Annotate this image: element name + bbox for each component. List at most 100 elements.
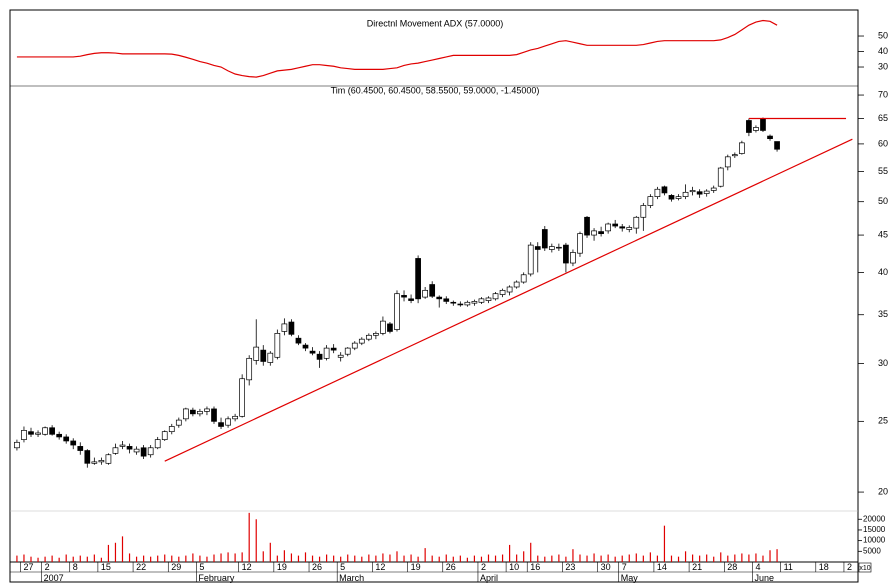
candle-body bbox=[710, 187, 717, 191]
candle-body bbox=[443, 298, 450, 302]
candle-body bbox=[56, 433, 63, 438]
candle-body bbox=[42, 427, 48, 435]
candle-body bbox=[182, 408, 189, 420]
candle-body bbox=[731, 154, 738, 157]
x-tick-label: 19 bbox=[411, 562, 421, 572]
y-tick-label: 65 bbox=[878, 113, 888, 123]
x-tick-label: 21 bbox=[692, 562, 702, 572]
candle-body bbox=[358, 338, 365, 344]
x-tick-label: 5 bbox=[340, 562, 345, 572]
candle-body bbox=[584, 216, 590, 236]
y-tick-label: 40 bbox=[878, 267, 888, 277]
candle-body bbox=[640, 205, 647, 218]
candle-body bbox=[753, 127, 759, 131]
y-tick-label: 45 bbox=[878, 229, 888, 239]
candle-body bbox=[351, 342, 358, 349]
candle-body bbox=[260, 349, 267, 362]
candle-body bbox=[774, 141, 780, 150]
y-tick-label: 30 bbox=[878, 61, 888, 71]
x-tick-label: 2 bbox=[481, 562, 486, 572]
candle-body bbox=[626, 227, 633, 230]
candle-body bbox=[556, 246, 562, 249]
candle-body bbox=[577, 233, 583, 254]
candle-body bbox=[218, 422, 224, 427]
x-tick-label: 4 bbox=[755, 562, 760, 572]
candle-body bbox=[147, 447, 154, 456]
y-tick-label: 55 bbox=[878, 166, 888, 176]
candle-body bbox=[436, 296, 443, 300]
candle-body bbox=[112, 447, 119, 454]
month-label: April bbox=[480, 573, 498, 583]
candle-body bbox=[415, 258, 421, 300]
x-tick-label: 29 bbox=[171, 562, 181, 572]
x-tick-label: 22 bbox=[136, 562, 146, 572]
candle-body bbox=[21, 430, 27, 440]
candle-body bbox=[471, 301, 478, 304]
candle-body bbox=[534, 246, 541, 250]
candle-body bbox=[344, 347, 351, 355]
candle-body bbox=[598, 231, 604, 235]
candle-body bbox=[457, 303, 464, 306]
x-tick-label: 26 bbox=[312, 562, 322, 572]
candle-body bbox=[478, 298, 485, 303]
candle-body bbox=[309, 350, 316, 354]
candle-body bbox=[35, 432, 41, 435]
candle-body bbox=[760, 118, 766, 131]
candle-body bbox=[232, 415, 238, 420]
candle-body bbox=[323, 347, 330, 359]
candle-body bbox=[330, 347, 337, 351]
candle-body bbox=[211, 408, 217, 422]
candle-body bbox=[633, 216, 640, 229]
candle-body bbox=[464, 301, 471, 306]
candle-body bbox=[225, 418, 231, 426]
candle-body bbox=[28, 431, 34, 435]
candle-body bbox=[84, 450, 91, 464]
candle-body bbox=[239, 378, 246, 417]
candle-body bbox=[513, 281, 520, 288]
adx-line bbox=[16, 19, 778, 78]
x-tick-label: 7 bbox=[622, 562, 627, 572]
candle-body bbox=[527, 244, 534, 275]
y-tick-label: 35 bbox=[878, 309, 888, 319]
candle-body bbox=[302, 344, 309, 349]
candle-body bbox=[175, 419, 182, 426]
candle-body bbox=[605, 223, 611, 232]
candle-body bbox=[499, 289, 506, 295]
month-label: May bbox=[621, 573, 639, 583]
x-tick-label: 16 bbox=[530, 562, 540, 572]
candle-body bbox=[408, 298, 414, 301]
candle-body bbox=[422, 289, 428, 298]
x-tick-label: 28 bbox=[727, 562, 737, 572]
candle-body bbox=[703, 190, 710, 194]
candle-body bbox=[619, 226, 626, 229]
y-tick-label: 15000 bbox=[863, 525, 886, 534]
y-tick-label: 50 bbox=[878, 30, 888, 40]
candle-body bbox=[126, 446, 133, 450]
x-tick-label: 26 bbox=[446, 562, 456, 572]
candle-body bbox=[105, 454, 112, 464]
x-tick-label: 8 bbox=[73, 562, 78, 572]
x-tick-label: 15 bbox=[101, 562, 111, 572]
candle-body bbox=[197, 411, 203, 415]
candle-body bbox=[717, 167, 724, 187]
candle-body bbox=[77, 446, 84, 451]
candle-body bbox=[380, 320, 386, 334]
x-tick-label: 23 bbox=[565, 562, 575, 572]
y-tick-label: 70 bbox=[878, 89, 888, 99]
candle-body bbox=[591, 230, 597, 236]
candle-body bbox=[274, 333, 281, 358]
trend-line bbox=[164, 138, 853, 462]
candle-body bbox=[675, 196, 682, 199]
candle-body bbox=[70, 440, 77, 446]
x-tick-label: 27 bbox=[23, 562, 33, 572]
candle-body bbox=[485, 297, 492, 301]
candle-body bbox=[654, 188, 661, 198]
month-label: June bbox=[754, 573, 774, 583]
candle-body bbox=[190, 409, 196, 415]
x-tick-label: 10 bbox=[509, 562, 519, 572]
candle-body bbox=[281, 323, 288, 332]
candle-body bbox=[492, 293, 499, 300]
candle-body bbox=[746, 120, 752, 133]
candle-body bbox=[506, 286, 513, 293]
